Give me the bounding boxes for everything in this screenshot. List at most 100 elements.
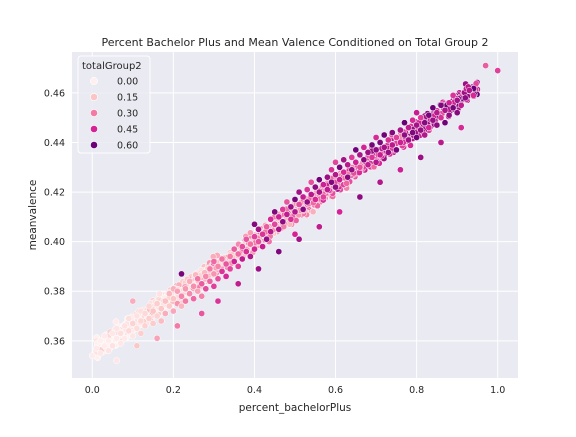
scatter-point — [206, 265, 214, 273]
scatter-point — [275, 213, 283, 221]
scatter-point — [457, 124, 465, 131]
scatter-point — [364, 149, 372, 156]
scatter-point — [315, 223, 323, 231]
scatter-point — [234, 280, 242, 288]
scatter-point — [165, 302, 173, 310]
scatter-point — [125, 315, 133, 322]
scatter-point — [356, 163, 364, 171]
scatter-point — [174, 287, 181, 295]
scatter-point — [198, 280, 206, 288]
scatter-point — [352, 158, 360, 166]
scatter-point — [441, 106, 449, 114]
scatter-point — [230, 258, 238, 265]
scatter-point — [210, 270, 218, 278]
scatter-point — [234, 263, 242, 270]
scatter-point — [384, 136, 392, 144]
scatter-point — [295, 188, 303, 196]
scatter-point — [425, 111, 433, 119]
scatter-point — [299, 206, 307, 213]
x-tick-label: 1.0 — [490, 385, 505, 396]
scatter-point — [238, 243, 246, 250]
legend-marker — [90, 141, 98, 149]
scatter-point — [332, 158, 339, 166]
scatter-point — [259, 230, 266, 238]
scatter-point — [165, 290, 173, 298]
scatter-point — [149, 320, 157, 327]
scatter-point — [182, 297, 189, 305]
legend-label: 0.60 — [117, 141, 138, 152]
scatter-point — [482, 62, 489, 69]
scatter-point — [97, 337, 104, 345]
legend-items: 0.00 0.15 0.30 0.45 0.60 — [90, 77, 138, 152]
scatter-point — [494, 67, 502, 74]
x-axis-ticks: 0.0 0.2 0.4 0.6 0.8 1.0 — [85, 385, 506, 396]
scatter-point — [449, 92, 457, 99]
scatter-point — [255, 265, 262, 273]
scatter-point — [157, 317, 165, 325]
scatter-point — [332, 183, 339, 191]
scatter-point — [311, 183, 319, 191]
scatter-point — [348, 154, 356, 161]
legend-label: 0.30 — [117, 109, 138, 120]
scatter-point — [222, 273, 230, 280]
scatter-point — [397, 166, 404, 174]
scatter-point — [214, 275, 222, 283]
scatter-point — [279, 218, 287, 226]
scatter-point — [101, 342, 108, 350]
scatter-point — [242, 235, 250, 243]
scatter-point — [109, 330, 116, 337]
scatter-point — [141, 310, 149, 317]
scatter-point — [218, 255, 226, 263]
scatter-point — [255, 238, 262, 246]
scatter-point — [210, 258, 218, 265]
scatter-point — [465, 87, 473, 94]
scatter-point — [352, 146, 360, 154]
scatter-point — [109, 342, 116, 350]
y-tick-label: 0.38 — [44, 287, 65, 298]
scatter-point — [194, 275, 202, 283]
scatter-point — [328, 166, 335, 174]
scatter-point — [295, 201, 303, 208]
scatter-point — [320, 181, 327, 188]
scatter-point — [113, 357, 120, 364]
scatter-point — [275, 225, 283, 233]
scatter-point — [380, 131, 388, 139]
scatter-point — [287, 203, 295, 211]
scatter-point — [393, 146, 400, 154]
scatter-point — [393, 134, 400, 141]
scatter-point — [291, 230, 299, 238]
scatter-point — [425, 124, 433, 131]
legend-marker — [90, 109, 98, 117]
scatter-point — [279, 206, 287, 213]
scatter-point — [178, 270, 185, 278]
legend-label: 0.00 — [117, 77, 138, 88]
scatter-point — [267, 215, 275, 223]
scatter-point — [105, 337, 112, 345]
scatter-point — [397, 139, 404, 146]
scatter-point — [384, 149, 392, 156]
scatter-point — [360, 156, 368, 164]
scatter-point — [376, 151, 384, 159]
scatter-point — [238, 255, 246, 263]
scatter-point — [340, 168, 348, 176]
x-tick-label: 0.6 — [328, 385, 343, 396]
scatter-point — [364, 161, 372, 169]
scatter-point — [299, 193, 307, 201]
x-axis-label: percent_bachelorPlus — [239, 402, 352, 414]
scatter-point — [303, 186, 311, 193]
scatter-point — [275, 248, 283, 255]
scatter-point — [117, 330, 125, 337]
scatter-point — [101, 332, 108, 340]
scatter-point — [445, 111, 453, 119]
scatter-point — [417, 126, 425, 134]
scatter-point — [348, 166, 356, 174]
scatter-point — [453, 96, 461, 104]
scatter-point — [437, 101, 445, 109]
scatter-point — [161, 310, 169, 317]
scatter-point — [251, 245, 258, 253]
scatter-point — [413, 134, 420, 141]
scatter-point — [271, 220, 279, 228]
chart-title: Percent Bachelor Plus and Mean Valence C… — [102, 36, 489, 49]
scatter-point — [388, 129, 396, 136]
